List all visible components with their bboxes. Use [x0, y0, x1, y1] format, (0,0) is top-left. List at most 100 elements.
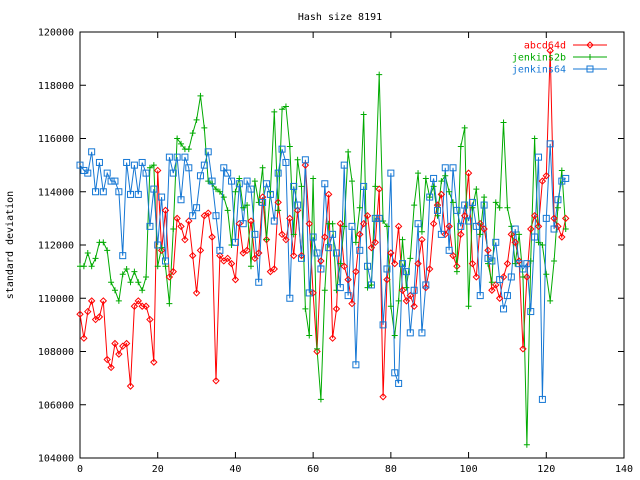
data-point-jenkins64: [185, 164, 193, 172]
data-point-abcd64d: [352, 267, 360, 276]
data-point-abcd64d: [177, 222, 185, 231]
data-point-jenkins64: [538, 395, 546, 403]
data-point-abcd64d: [379, 393, 387, 401]
data-point-jenkins64: [375, 214, 383, 222]
data-point-jenkins64: [235, 180, 243, 188]
data-point-jenkins2b: [403, 284, 410, 291]
data-point-jenkins2b: [111, 287, 118, 294]
data-point-jenkins64: [189, 212, 197, 220]
data-point-abcd64d: [332, 305, 341, 313]
data-point-jenkins64: [329, 230, 337, 238]
legend-marker-jenkins2b: [587, 54, 593, 60]
data-point-abcd64d: [356, 230, 364, 239]
data-point-jenkins2b: [166, 300, 173, 307]
legend-label-jenkins64: jenkins64: [512, 65, 566, 76]
data-point-abcd64d: [348, 299, 356, 308]
data-point-jenkins2b: [271, 108, 278, 115]
data-point-abcd64d: [387, 249, 395, 257]
data-point-jenkins2b: [512, 260, 519, 267]
data-point-jenkins64: [294, 201, 302, 209]
data-point-jenkins64: [177, 196, 185, 204]
data-point-jenkins2b: [131, 268, 138, 275]
data-point-abcd64d: [495, 294, 504, 302]
data-point-abcd64d: [554, 222, 562, 231]
data-point-jenkins64: [286, 294, 294, 302]
data-point-abcd64d: [523, 273, 531, 281]
data-point-jenkins64: [356, 246, 364, 254]
data-point-jenkins64: [410, 286, 418, 294]
data-point-jenkins64: [535, 153, 543, 161]
data-point-jenkins64: [111, 177, 119, 185]
x-tick-label: 20: [152, 464, 164, 475]
data-point-jenkins2b: [244, 202, 251, 209]
data-point-abcd64d: [84, 307, 92, 316]
data-point-jenkins2b: [523, 441, 530, 448]
data-point-abcd64d: [414, 259, 422, 268]
data-point-abcd64d: [103, 355, 111, 364]
data-point-jenkins2b: [492, 199, 499, 206]
data-point-jenkins64: [488, 257, 496, 265]
data-point-jenkins64: [130, 161, 138, 169]
data-point-jenkins2b: [302, 305, 309, 312]
data-point-jenkins2b: [174, 135, 181, 142]
data-point-abcd64d: [328, 334, 337, 342]
data-point-jenkins64: [364, 262, 372, 270]
data-point-jenkins2b: [477, 231, 484, 238]
y-tick-label: 116000: [38, 134, 74, 145]
data-point-jenkins2b: [135, 279, 142, 286]
series-markers: [76, 46, 570, 448]
data-point-jenkins64: [231, 238, 239, 246]
data-point-jenkins2b: [154, 263, 161, 270]
data-point-jenkins2b: [531, 135, 538, 142]
data-point-abcd64d: [418, 235, 426, 244]
y-tick-label: 118000: [38, 81, 74, 92]
data-point-abcd64d: [216, 251, 224, 260]
data-point-abcd64d: [181, 235, 189, 244]
data-point-jenkins2b: [251, 178, 258, 185]
data-point-jenkins2b: [263, 236, 270, 243]
data-point-jenkins64: [441, 164, 449, 172]
data-point-jenkins64: [208, 177, 216, 185]
data-point-jenkins2b: [360, 111, 367, 118]
data-point-jenkins2b: [415, 170, 422, 177]
data-point-jenkins2b: [115, 297, 122, 304]
data-point-jenkins2b: [185, 146, 192, 153]
data-point-jenkins2b: [178, 140, 185, 147]
data-point-jenkins2b: [247, 263, 254, 270]
data-point-jenkins64: [274, 169, 282, 177]
data-point-jenkins2b: [457, 143, 464, 150]
data-point-abcd64d: [464, 169, 473, 177]
data-point-jenkins64: [336, 284, 344, 292]
data-point-jenkins64: [387, 169, 395, 177]
data-point-abcd64d: [286, 214, 294, 223]
data-point-jenkins64: [317, 265, 325, 273]
data-point-jenkins2b: [407, 255, 414, 262]
legend-marker-abcd64d: [586, 41, 594, 49]
data-point-jenkins2b: [349, 178, 355, 185]
data-point-abcd64d: [87, 297, 96, 305]
data-point-jenkins2b: [294, 156, 301, 163]
data-point-abcd64d: [150, 358, 158, 366]
series-line-jenkins64: [79, 143, 566, 400]
data-point-jenkins64: [433, 206, 441, 214]
data-point-jenkins2b: [104, 247, 111, 254]
data-point-jenkins2b: [143, 273, 150, 280]
data-point-jenkins2b: [306, 332, 313, 339]
data-point-abcd64d: [363, 212, 372, 220]
data-point-abcd64d: [247, 217, 255, 225]
data-point-jenkins2b: [275, 207, 282, 214]
data-point-jenkins2b: [500, 119, 507, 126]
data-point-jenkins2b: [341, 223, 348, 230]
data-point-jenkins2b: [314, 345, 321, 352]
data-point-jenkins64: [531, 233, 539, 241]
data-point-jenkins2b: [453, 268, 460, 275]
data-point-jenkins2b: [255, 199, 262, 206]
data-point-jenkins2b: [368, 281, 375, 288]
data-point-abcd64d: [95, 313, 104, 321]
data-point-jenkins2b: [516, 231, 523, 238]
data-point-abcd64d: [445, 222, 453, 231]
data-point-jenkins2b: [321, 287, 328, 294]
data-point-jenkins64: [158, 193, 166, 201]
